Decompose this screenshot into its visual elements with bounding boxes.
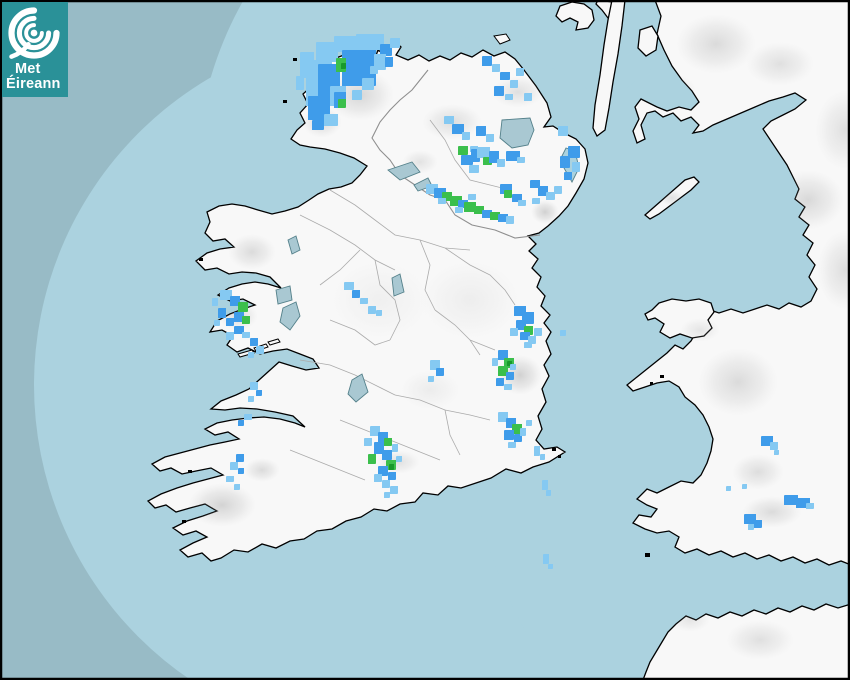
met-eireann-logo: Met Éireann — [2, 2, 68, 97]
cyclone-spiral-icon — [8, 7, 60, 59]
small-islets — [182, 58, 664, 557]
logo-wordmark: Met Éireann — [2, 62, 61, 92]
precipitation-radar-layer — [212, 34, 814, 569]
arran-island — [637, 25, 659, 57]
islay-island — [555, 1, 595, 31]
lough-derg — [347, 373, 369, 403]
lough-conn — [287, 235, 301, 255]
britain-landmass — [626, 0, 850, 566]
kintyre-peninsula — [592, 0, 626, 137]
lough-ree — [391, 273, 405, 297]
rathlin-island — [493, 33, 511, 45]
logo-line-1: Met — [15, 61, 41, 77]
logo-line-2: Éireann — [6, 75, 61, 92]
lakes — [275, 117, 580, 403]
lough-neagh — [499, 117, 535, 149]
lough-corrib — [279, 301, 301, 331]
lough-mask — [275, 285, 293, 305]
